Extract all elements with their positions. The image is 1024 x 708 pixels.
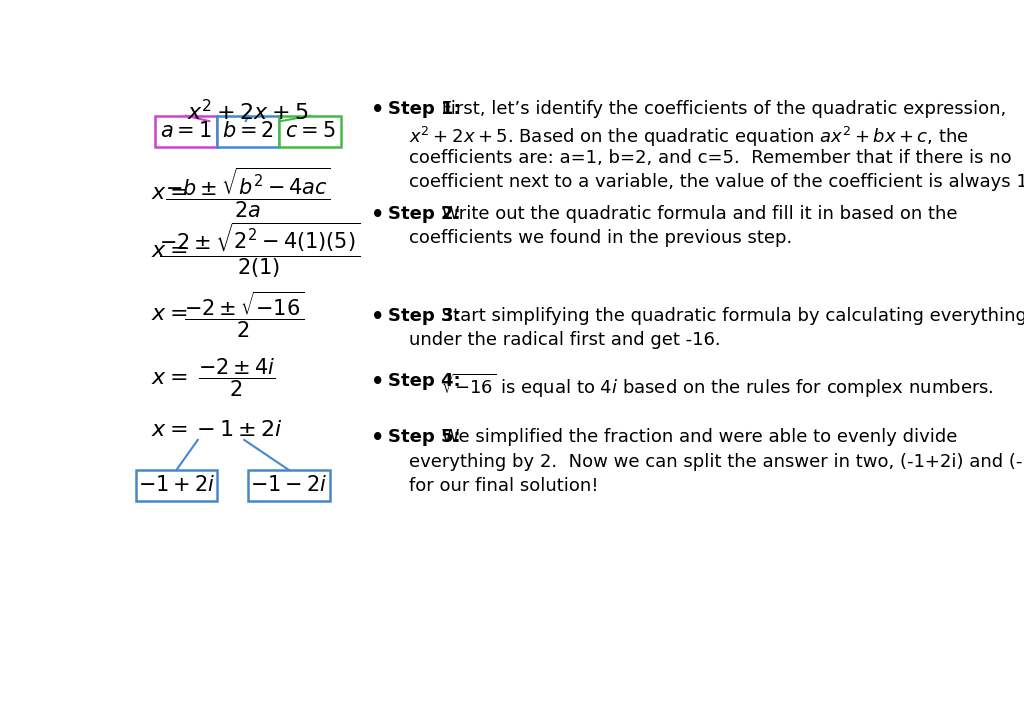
Text: $c = 5$: $c = 5$ [285, 121, 336, 141]
Text: $b = 2$: $b = 2$ [222, 121, 274, 141]
Text: $a = 1$: $a = 1$ [160, 121, 212, 141]
Text: First, let’s identify the coefficients of the quadratic expression,: First, let’s identify the coefficients o… [435, 101, 1006, 118]
Text: •: • [371, 372, 384, 392]
Text: $x =$: $x =$ [152, 241, 187, 261]
Text: $\dfrac{-2 \pm \sqrt{2^2 - 4(1)(5)}}{2(1)}$: $\dfrac{-2 \pm \sqrt{2^2 - 4(1)(5)}}{2(1… [160, 221, 360, 280]
Text: Step 4:: Step 4: [388, 372, 460, 390]
Text: coefficients are: a=1, b=2, and c=5.  Remember that if there is no: coefficients are: a=1, b=2, and c=5. Rem… [410, 149, 1012, 167]
Text: coefficient next to a variable, the value of the coefficient is always 1.: coefficient next to a variable, the valu… [410, 173, 1024, 191]
Text: Step 3:: Step 3: [388, 307, 460, 325]
FancyBboxPatch shape [280, 116, 341, 147]
Text: Step 5:: Step 5: [388, 428, 460, 446]
Text: everything by 2.  Now we can split the answer in two, (-1+2i) and (-1-2i): everything by 2. Now we can split the an… [410, 452, 1024, 471]
Text: $x = -1 \pm 2i$: $x = -1 \pm 2i$ [152, 420, 284, 440]
Text: $-1 + 2i$: $-1 + 2i$ [138, 475, 215, 496]
Text: $\dfrac{-2 \pm 4i}{2}$: $\dfrac{-2 \pm 4i}{2}$ [198, 356, 275, 399]
Text: $x =$: $x =$ [152, 304, 187, 324]
FancyBboxPatch shape [248, 470, 330, 501]
Text: Step 1:: Step 1: [388, 101, 460, 118]
Text: $\dfrac{-2 \pm \sqrt{-16}}{2}$: $\dfrac{-2 \pm \sqrt{-16}}{2}$ [184, 289, 304, 340]
Text: for our final solution!: for our final solution! [410, 477, 599, 495]
Text: Step 2:: Step 2: [388, 205, 460, 223]
Text: •: • [371, 307, 384, 326]
Text: •: • [371, 101, 384, 120]
Text: $x^2 + 2x + 5$: $x^2 + 2x + 5$ [187, 99, 309, 125]
Text: $x^2 + 2x + 5$. Based on the quadratic equation $ax^2 + bx + c$, the: $x^2 + 2x + 5$. Based on the quadratic e… [410, 125, 969, 149]
Text: •: • [371, 205, 384, 225]
Text: coefficients we found in the previous step.: coefficients we found in the previous st… [410, 229, 793, 247]
Text: We simplified the fraction and were able to evenly divide: We simplified the fraction and were able… [435, 428, 957, 446]
Text: •: • [371, 428, 384, 448]
Text: $\sqrt{-16}$ is equal to $4i$ based on the rules for complex numbers.: $\sqrt{-16}$ is equal to $4i$ based on t… [435, 372, 993, 400]
Text: $x =$: $x =$ [152, 367, 187, 387]
Text: Start simplifying the quadratic formula by calculating everything: Start simplifying the quadratic formula … [435, 307, 1024, 325]
FancyBboxPatch shape [217, 116, 280, 147]
Text: $\dfrac{-b \pm \sqrt{b^2 - 4ac}}{2a}$: $\dfrac{-b \pm \sqrt{b^2 - 4ac}}{2a}$ [165, 166, 331, 220]
Text: $x =$: $x =$ [152, 183, 187, 202]
Text: under the radical first and get -16.: under the radical first and get -16. [410, 331, 721, 349]
Text: $-1 - 2i$: $-1 - 2i$ [250, 475, 328, 496]
FancyBboxPatch shape [155, 116, 217, 147]
Text: Write out the quadratic formula and fill it in based on the: Write out the quadratic formula and fill… [435, 205, 957, 223]
FancyBboxPatch shape [136, 470, 217, 501]
